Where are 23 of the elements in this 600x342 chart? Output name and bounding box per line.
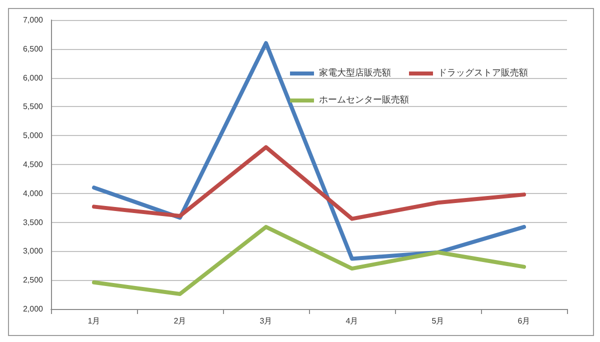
x-tick-label: 6月	[518, 316, 530, 326]
legend-label: ホームセンター販売額	[319, 94, 409, 106]
x-tick-label: 4月	[346, 316, 358, 326]
y-tick-label: 6,000	[22, 73, 44, 82]
x-tick-label: 1月	[88, 316, 100, 326]
x-tick-label: 5月	[432, 316, 444, 326]
y-tick-label: 2,500	[22, 276, 44, 285]
line-series	[92, 41, 526, 261]
y-tick-label: 4,500	[22, 160, 44, 169]
x-tick-label: 3月	[260, 316, 272, 326]
y-tick-label: 5,000	[22, 131, 44, 140]
y-tick-label: 3,500	[22, 218, 44, 227]
legend-label: 家電大型店販売額	[319, 68, 391, 78]
y-tick-label: 4,000	[22, 188, 44, 198]
x-tick-label: 2月	[174, 316, 186, 326]
y-tick-label: 7,000	[22, 16, 44, 24]
y-tick-label: 6,500	[22, 44, 44, 54]
y-tick-label: 5,500	[22, 102, 44, 112]
line-series	[92, 145, 526, 221]
line-series	[92, 224, 526, 296]
legend-label: ドラッグストア販売額	[438, 68, 528, 78]
y-tick-label: 2,000	[22, 304, 44, 314]
y-tick-label: 3,000	[22, 246, 44, 256]
